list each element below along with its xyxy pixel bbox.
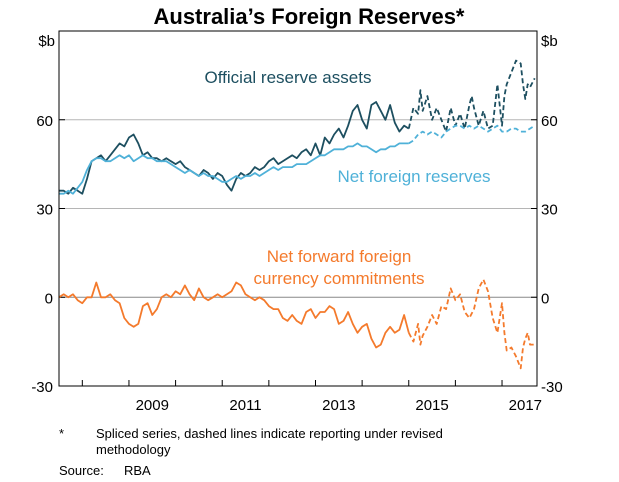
series-lines: [58, 59, 536, 370]
y-tick-label-left: -30: [31, 379, 53, 396]
source-label: Source:: [59, 463, 104, 478]
series-label-net-forward-line2: currency commitments: [254, 269, 425, 288]
series-line-net-foreign-reserves-solid: [59, 142, 409, 195]
series-label-net-forward-line1: Net forward foreign: [267, 247, 412, 266]
x-ticks: 2009 2011 2013 2015 2017: [81, 380, 542, 414]
x-tick-label: 2013: [322, 397, 355, 414]
y-ticks-left: -30 0 30 60: [31, 113, 65, 396]
y-tick-label-left: 0: [45, 290, 53, 307]
series-line-official-reserve-assets-dashed: [407, 59, 536, 133]
y-tick-label-left: 30: [36, 202, 53, 219]
y-tick-label-right: -30: [541, 379, 563, 396]
source-value: RBA: [124, 463, 151, 478]
y-tick-label-left: 60: [36, 113, 53, 130]
footnote-line-2: methodology: [96, 442, 171, 457]
y-ticks-right: -30 0 30 60: [531, 113, 563, 396]
plot-frame: [58, 30, 538, 387]
series-line-net-foreign-reserves-dashed: [408, 124, 536, 145]
series-label-net-foreign-reserves: Net foreign reserves: [337, 167, 490, 186]
footnote-marker: *: [59, 426, 64, 441]
series-line-net-forward-foreign-currency-commitments-solid: [58, 281, 410, 349]
x-tick-label: 2017: [509, 397, 542, 414]
y-axis-unit-left: $b: [38, 33, 55, 50]
y-tick-label-right: 60: [541, 113, 558, 130]
y-axis-unit-right: $b: [541, 33, 558, 50]
series-line-official-reserve-assets-solid: [59, 101, 410, 195]
x-tick-label: 2015: [415, 397, 448, 414]
series-line-net-forward-foreign-currency-commitments-dashed: [408, 278, 535, 370]
y-tick-label-right: 0: [541, 290, 549, 307]
y-tick-label-right: 30: [541, 202, 558, 219]
footnote-line-1: Spliced series, dashed lines indicate re…: [96, 426, 443, 441]
x-tick-label: 2009: [136, 397, 169, 414]
chart-title: Australia’s Foreign Reserves*: [154, 4, 465, 29]
series-label-official-reserve-assets: Official reserve assets: [205, 68, 372, 87]
x-tick-label: 2011: [229, 397, 261, 414]
